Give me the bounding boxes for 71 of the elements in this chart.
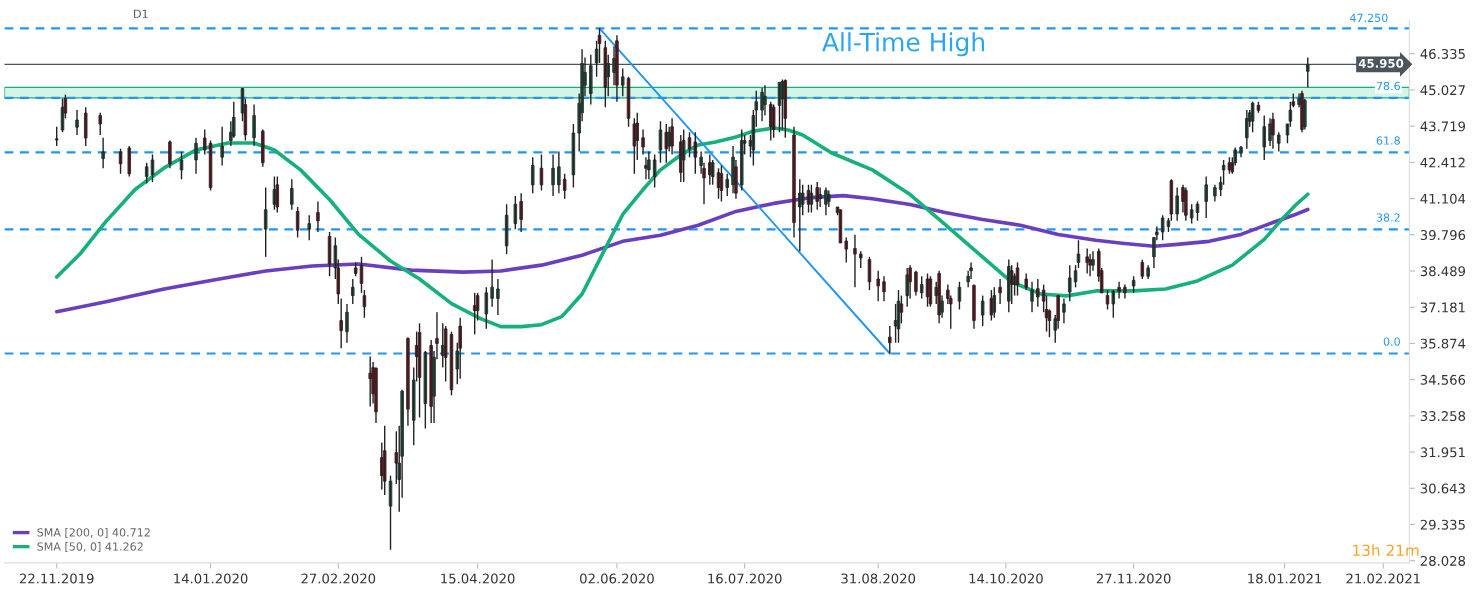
y-tick-label: 34.566	[1420, 374, 1466, 385]
annotation: 78.6	[1376, 81, 1400, 91]
y-tick-label: 35.874	[1420, 338, 1466, 349]
y-tick-label: 45.027	[1420, 85, 1465, 96]
x-tick-label: 18.01.2021	[1248, 573, 1322, 584]
candlestick	[992, 286, 997, 319]
candlestick	[980, 294, 985, 327]
y-tick-label: 41.104	[1420, 193, 1466, 204]
candlestick	[1189, 203, 1194, 225]
candlestick	[562, 173, 567, 200]
candlestick	[693, 131, 698, 175]
ref-line-label: 47.250	[1349, 13, 1388, 23]
candlestick	[1221, 159, 1226, 186]
x-tick-label: 27.11.2020	[1096, 573, 1171, 584]
y-tick-label: 43.719	[1420, 121, 1466, 132]
candlestick	[203, 128, 207, 156]
candlestick	[1262, 114, 1266, 161]
candlestick	[621, 67, 625, 97]
y-tick-label: 39.796	[1420, 230, 1466, 240]
candlestick	[1140, 258, 1145, 280]
candlestick	[809, 184, 814, 214]
annotation: 61.8	[1376, 136, 1400, 145]
x-tick-label: 27.02.2020	[301, 573, 376, 584]
legend-label: SMA [200, 0] 40.712	[37, 528, 150, 538]
x-tick-label: 21.02.2021	[1346, 573, 1420, 584]
y-tick-label: 38.489	[1420, 266, 1466, 277]
x-tick-label: 31.08.2020	[841, 573, 916, 584]
candlestick	[1073, 264, 1078, 289]
y-tick-label: 42.412	[1420, 157, 1465, 168]
x-tick-label: 02.06.2020	[580, 573, 654, 584]
candlestick	[652, 153, 657, 189]
ref-line-label: 45.950	[1358, 58, 1404, 68]
candlestick	[484, 286, 489, 330]
candlestick	[54, 125, 59, 147]
candlestick	[719, 164, 724, 203]
candlestick	[275, 175, 280, 214]
legend-label: SMA [50, 0] 41.262	[37, 542, 143, 553]
y-tick-label: 30.643	[1420, 483, 1465, 494]
candlestick	[118, 148, 123, 175]
candlestick	[263, 186, 268, 258]
annotation: 38.2	[1376, 213, 1400, 222]
x-tick-label: 22.11.2019	[19, 573, 94, 584]
y-tick-label: 31.951	[1420, 447, 1465, 458]
y-tick-label: 29.335	[1420, 519, 1465, 530]
candlestick	[1306, 56, 1310, 89]
text: D1	[134, 9, 148, 18]
x-tick-label: 15.04.2020	[441, 573, 515, 584]
candlestick	[571, 123, 576, 189]
annotation: All-Time High	[822, 32, 985, 57]
candlestick	[928, 275, 933, 308]
candlestick	[1111, 289, 1116, 319]
candlestick	[307, 214, 311, 241]
candlestick	[844, 236, 848, 264]
y-tick-label: 33.258	[1420, 411, 1466, 422]
candlestick	[84, 106, 88, 147]
x-tick-label: 14.10.2020	[969, 573, 1043, 584]
x-tick-label: 14.01.2020	[174, 573, 248, 584]
candlestick	[295, 206, 300, 239]
candlestick	[362, 289, 367, 319]
annotation: 13h 21m	[1353, 544, 1419, 557]
candlestick	[144, 161, 149, 185]
candlestick	[1068, 264, 1072, 302]
candlestick	[957, 281, 962, 311]
candlestick	[1277, 131, 1281, 153]
x-tick-label: 16.07.2020	[708, 573, 782, 584]
candlestick	[98, 112, 102, 136]
annotation: 0.0	[1383, 337, 1400, 346]
y-tick-label: 46.335	[1420, 48, 1465, 59]
candlestick	[838, 209, 843, 244]
y-tick-label: 37.181	[1420, 302, 1465, 313]
y-tick-label: 28.028	[1420, 555, 1466, 566]
